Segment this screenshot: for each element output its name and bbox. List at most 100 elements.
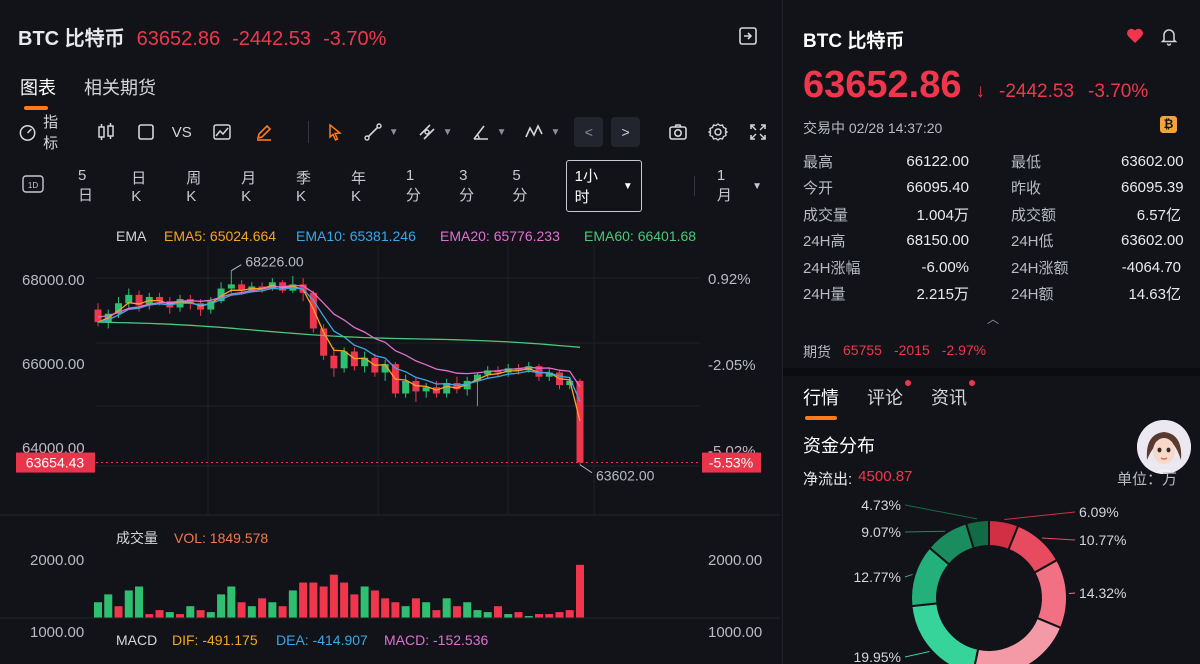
futures-row[interactable]: 期货 65755 -2015 -2.97%: [803, 342, 986, 362]
channel-tool-button[interactable]: ▼: [417, 122, 453, 142]
exit-fullscreen-icon[interactable]: [738, 26, 758, 46]
ema10-line: [97, 287, 581, 403]
fund-donut-chart[interactable]: 6.09% 10.77% 14.32% 19.95% 12.77% 9.07% 4.73%: [783, 490, 1200, 664]
stat-value: 66095.39: [1121, 179, 1184, 197]
volume-bar: [555, 612, 564, 618]
stat-value: 6.57亿: [1136, 206, 1181, 224]
bell-icon[interactable]: [1159, 26, 1179, 46]
stat-value: 66122.00: [906, 152, 969, 170]
period-7[interactable]: 3分: [459, 167, 475, 204]
screenshot-button[interactable]: [668, 122, 688, 142]
fullscreen-button[interactable]: [748, 122, 768, 142]
next-button[interactable]: >: [611, 117, 640, 147]
volume-bar: [299, 582, 308, 618]
chevron-down-icon: ▼: [550, 126, 561, 138]
ema60-value: EMA60: 66401.68: [584, 228, 696, 244]
indicator-label: 指标: [43, 114, 59, 152]
stat-value: 68150.00: [906, 232, 969, 250]
stat-value: 14.63亿: [1128, 286, 1181, 304]
chart-type-button[interactable]: [212, 122, 232, 142]
kline-chart[interactable]: EMA EMA5: 65024.664 EMA10: 65381.246 EMA20:…: [0, 215, 780, 664]
chevron-right-icon: >: [621, 124, 630, 140]
price-change: -2442.53: [999, 81, 1075, 102]
tab-chart[interactable]: 图表: [20, 74, 56, 110]
tab-news[interactable]: 资讯: [931, 380, 975, 420]
stat-label: 24H量: [803, 286, 846, 304]
tab-market[interactable]: 行情: [803, 384, 839, 420]
period-6[interactable]: 1分: [405, 167, 421, 204]
donut-label: 9.07%: [861, 524, 901, 540]
cursor-button[interactable]: [325, 122, 345, 142]
draw-button[interactable]: [254, 122, 274, 142]
chevron-up-icon[interactable]: ︿: [987, 312, 1000, 326]
low-pointer: [579, 464, 593, 474]
volume-bar: [452, 606, 461, 618]
angle-tool-icon: [472, 125, 488, 140]
donut-leader-line: [904, 530, 945, 533]
line-tool-icon: [364, 123, 382, 141]
chevron-down-icon: ▼: [442, 126, 453, 138]
tab-related-futures[interactable]: 相关期货: [84, 78, 156, 98]
futures-price: 65755: [843, 342, 882, 358]
volume-bar: [319, 586, 328, 618]
volume-bar: [135, 586, 144, 618]
settings-button[interactable]: [708, 122, 728, 142]
chevron-down-icon: ▼: [622, 180, 633, 192]
period-0[interactable]: 5日: [78, 167, 94, 204]
assistant-avatar[interactable]: [1137, 420, 1191, 474]
pct-axis-label: -2.05%: [708, 357, 756, 374]
volume-bar: [422, 602, 431, 618]
stat-label: 今开: [803, 180, 834, 198]
volume-bar: [258, 598, 267, 618]
square-button[interactable]: [136, 122, 156, 142]
period-5[interactable]: 年K: [350, 170, 366, 205]
period-4[interactable]: 季K: [296, 170, 312, 205]
wave-tool-button[interactable]: ▼: [524, 122, 560, 142]
pencil-icon: [256, 124, 271, 141]
candle-body: [361, 357, 369, 367]
chevron-left-icon: <: [584, 124, 593, 140]
compare-label: VS: [171, 123, 192, 141]
heart-icon[interactable]: [1125, 26, 1145, 46]
stat-value: 66095.40: [906, 179, 969, 197]
svg-text:1D: 1D: [28, 181, 38, 190]
prev-button[interactable]: <: [574, 117, 604, 147]
period-8[interactable]: 5分: [512, 167, 528, 204]
daily-toggle[interactable]: 1D: [22, 174, 44, 198]
stat-label: 最低: [1011, 153, 1042, 171]
candle-body: [381, 364, 389, 373]
candle-body: [238, 284, 246, 291]
angle-tool-button[interactable]: ▼: [471, 122, 506, 142]
stat-label: 24H额: [1011, 286, 1054, 304]
volume-axis-label: 2000.00: [708, 552, 762, 569]
volume-bar: [463, 602, 472, 618]
donut-segment: [910, 602, 980, 664]
symbol-name: BTC 比特币: [18, 28, 125, 50]
volume-bar: [545, 614, 554, 618]
period-extra[interactable]: 1月 ▼: [717, 167, 762, 205]
candle-style-button[interactable]: [96, 122, 116, 142]
volume-bar: [288, 590, 297, 618]
period-divider: [693, 176, 695, 196]
stat-label: 成交额: [1011, 206, 1057, 224]
tab-comments[interactable]: 评论: [867, 380, 911, 420]
bitcoin-icon: ₿: [1160, 116, 1177, 133]
donut-leader-line: [1041, 537, 1076, 541]
macd-title: MACD: [116, 632, 157, 648]
period-selected[interactable]: 1小时 ▼: [565, 160, 642, 212]
donut-leader-line: [1004, 511, 1076, 520]
period-1[interactable]: 日K: [131, 170, 147, 205]
compare-button[interactable]: VS: [172, 124, 192, 141]
period-3[interactable]: 月K: [241, 170, 257, 205]
ema5-line: [97, 284, 581, 422]
donut-leader-line: [904, 573, 913, 578]
donut-segment: [973, 616, 1063, 664]
chevron-down-icon: ▼: [388, 126, 399, 138]
expand-icon: [750, 124, 766, 140]
indicator-button[interactable]: 指标: [18, 111, 72, 153]
wave-tool-icon: [525, 124, 544, 138]
volume-bar: [514, 612, 523, 618]
period-2[interactable]: 周K: [186, 170, 202, 205]
line-tool-button[interactable]: ▼: [363, 122, 399, 142]
candlestick-icon: [98, 123, 114, 140]
